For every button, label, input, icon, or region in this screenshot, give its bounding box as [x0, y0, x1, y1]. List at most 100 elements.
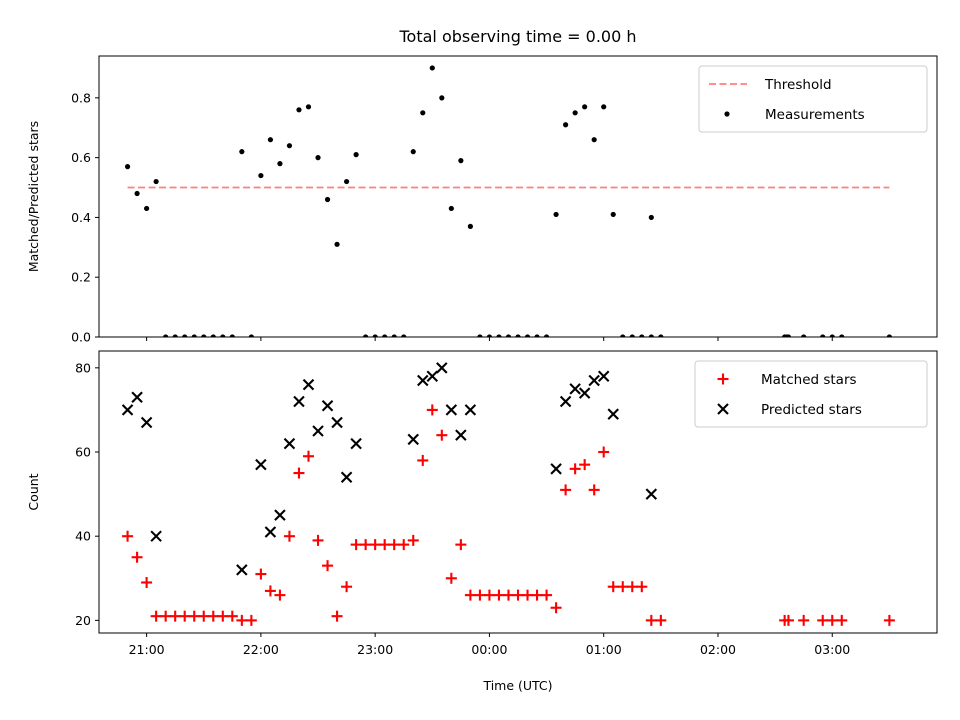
measurements-point [658, 334, 664, 337]
measurements-point [591, 137, 597, 143]
predicted-stars-point [255, 458, 267, 471]
legend-matched-stars-label: Matched stars [761, 372, 857, 388]
measurements-point [820, 334, 826, 337]
measurements-point [324, 196, 331, 203]
measurements-point [582, 104, 588, 110]
measurements-point [220, 334, 226, 337]
matched-stars-point [417, 454, 429, 466]
matched-stars-point [188, 610, 200, 622]
matched-stars-point [550, 602, 562, 614]
plot-area [121, 362, 895, 626]
matched-stars-point [360, 539, 372, 551]
y-tick-label: 0.0 [71, 330, 91, 345]
predicted-stars-point [426, 370, 439, 382]
predicted-stars-point [274, 509, 286, 521]
matched-stars-point [655, 614, 667, 626]
matched-stars-point [579, 459, 591, 471]
matched-stars-point [474, 589, 486, 601]
predicted-stars-point [150, 530, 162, 542]
matched-stars-point [560, 484, 572, 496]
measurements-point [467, 223, 473, 229]
matched-stars-point [388, 539, 400, 551]
matched-stars-point [122, 530, 134, 542]
matched-stars-point [236, 614, 248, 626]
measurements-point [572, 110, 578, 116]
matched-stars-point [798, 614, 810, 626]
matched-stars-point [645, 614, 657, 626]
top-panel-matched-ratio: 0.0 0.2 0.4 0.6 0.8 Matched/Predicted stars Th… [26, 55, 938, 345]
predicted-stars-point [131, 391, 143, 404]
matched-stars-point [569, 463, 581, 475]
plot-area [124, 65, 892, 337]
measurements-point [182, 334, 188, 337]
predicted-stars-point [550, 463, 562, 475]
measurements-point [839, 334, 845, 337]
measurements-point [239, 149, 245, 155]
matched-stars-point [331, 610, 343, 622]
matched-stars-point [522, 589, 534, 601]
measurements-point [420, 110, 426, 116]
matched-stars-point [502, 589, 514, 601]
x-tick-label: 23:00 [357, 642, 393, 657]
legend-predicted-stars-label: Predicted stars [761, 402, 862, 418]
predicted-stars-point [321, 399, 334, 412]
chart-title: Total observing time = 0.00 h [398, 27, 636, 46]
predicted-stars-point [312, 425, 324, 437]
y-tick-label: 60 [75, 445, 91, 460]
matched-stars-point [322, 560, 334, 572]
measurements-point [458, 158, 464, 164]
matched-stars-point [493, 589, 505, 601]
predicted-stars-point [559, 395, 572, 408]
x-tick-label: 21:00 [129, 642, 165, 657]
measurements-point [620, 334, 626, 337]
matched-stars-point [283, 530, 295, 542]
predicted-stars-point [283, 437, 296, 450]
x-tick-label: 01:00 [586, 642, 622, 657]
matched-stars-point [369, 539, 381, 551]
x-tick-label: 03:00 [814, 642, 850, 657]
matched-stars-point [312, 534, 324, 546]
measurements-point [534, 334, 540, 337]
measurements-point [286, 143, 293, 149]
predicted-stars-point [597, 370, 610, 382]
predicted-stars-point [455, 429, 467, 441]
axes-frame [98, 350, 938, 634]
predicted-stars-point [464, 404, 477, 416]
predicted-stars-point [350, 437, 362, 450]
measurements-point [401, 334, 407, 337]
measurements-point [448, 205, 454, 212]
measurements-point [153, 178, 159, 185]
measurements-point [163, 334, 169, 337]
measurements-point [610, 211, 616, 218]
legend-threshold-label: Threshold [764, 77, 832, 93]
measurements-point [296, 107, 302, 113]
matched-stars-point [341, 581, 353, 593]
y-tick-label: 0.6 [71, 150, 91, 165]
matched-stars-point [636, 581, 648, 593]
matched-stars-point [626, 581, 638, 593]
predicted-stars-point [302, 378, 315, 391]
measurements-point [201, 334, 207, 337]
measurements-point [486, 334, 493, 337]
measurements-point [886, 334, 892, 337]
legend: Matched stars Predicted stars [694, 360, 928, 428]
measurements-point [305, 104, 312, 110]
x-tick-label: 00:00 [471, 642, 507, 657]
measurements-point [248, 334, 254, 337]
measurements-point [601, 104, 607, 110]
matched-stars-point [303, 450, 314, 462]
matched-stars-point [483, 589, 495, 601]
legend-box [698, 65, 928, 133]
measurements-point [210, 334, 216, 337]
matched-stars-point [464, 589, 476, 601]
x-tick-label: 02:00 [700, 642, 736, 657]
measurements-point [829, 334, 835, 337]
measurements-point [258, 172, 264, 179]
y-axis-label: Matched/Predicted stars [26, 121, 41, 272]
measurements-point [505, 334, 512, 337]
measurements-point [363, 334, 369, 337]
matched-stars-point [883, 614, 895, 626]
matched-stars-point [293, 467, 305, 479]
measurements-point [563, 122, 569, 128]
